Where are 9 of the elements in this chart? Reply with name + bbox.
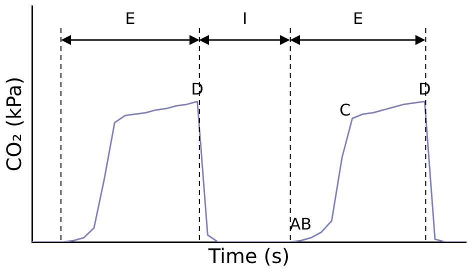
- text: I: [242, 9, 248, 28]
- text: D: [191, 79, 204, 98]
- annotation: AB: [290, 214, 312, 234]
- text: E: [125, 9, 136, 28]
- y-axis-title: CO₂ (kPa): [2, 76, 26, 172]
- x-axis-title: Time (s): [207, 244, 290, 268]
- text: E: [352, 9, 364, 28]
- text: D: [418, 79, 431, 98]
- annotation: C: [340, 100, 351, 120]
